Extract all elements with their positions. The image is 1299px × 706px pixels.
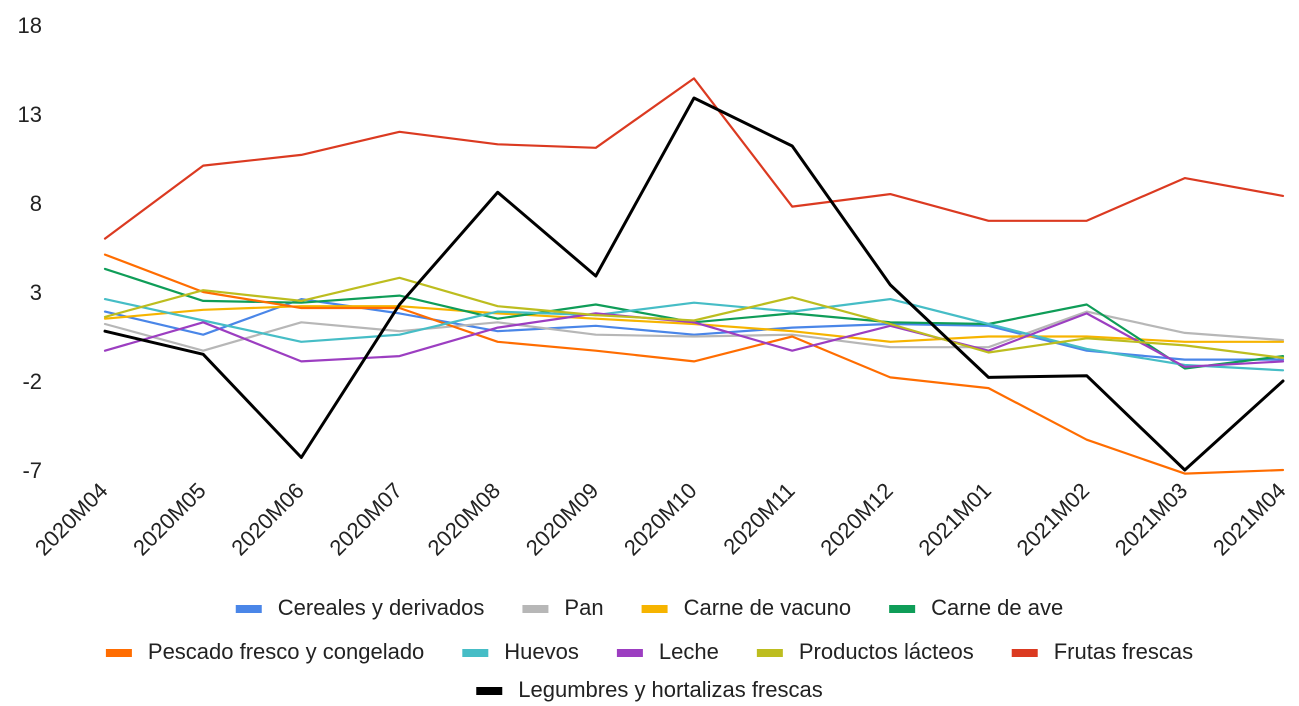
legend-swatch [235, 605, 262, 613]
series-line-9 [103, 77, 1285, 240]
y-tick-label: 18 [18, 13, 42, 38]
legend-item: Productos lácteos [756, 639, 974, 664]
series-line-8 [103, 276, 1285, 359]
x-tick-label: 2020M12 [815, 478, 898, 561]
x-tick-label: 2020M11 [718, 478, 799, 559]
legend-item: Legumbres y hortalizas frescas [476, 677, 823, 702]
series-line-3 [103, 305, 1285, 343]
x-tick-label: 2020M10 [619, 478, 702, 561]
legend-label: Pan [564, 595, 603, 620]
plot-area [103, 77, 1285, 475]
series-line-7 [103, 312, 1285, 368]
legend-item: Carne de vacuno [641, 595, 852, 620]
series-line-1 [103, 298, 1285, 361]
legend-label: Cereales y derivados [278, 595, 485, 620]
legend-item: Pescado fresco y congelado [105, 639, 424, 664]
x-tick-label: 2020M04 [30, 478, 113, 561]
series-line-5 [103, 253, 1285, 475]
x-tick-label: 2021M04 [1208, 478, 1291, 561]
y-tick-label: 8 [30, 191, 42, 216]
legend-item: Huevos [462, 639, 579, 664]
y-tick-label: -2 [22, 369, 42, 394]
series-line-6 [103, 298, 1285, 372]
legend-label: Carne de ave [931, 595, 1063, 620]
x-tick-label: 2021M03 [1110, 478, 1193, 561]
y-axis: 18 13 8 3 -2 -7 [18, 13, 42, 483]
x-tick-label: 2021M02 [1012, 478, 1095, 561]
legend-swatch [476, 687, 503, 695]
x-tick-label: 2020M06 [226, 478, 309, 561]
legend-label: Huevos [504, 639, 579, 664]
legend-swatch [616, 649, 643, 657]
x-tick-label: 2020M05 [128, 478, 211, 561]
legend-swatch [522, 605, 549, 613]
legend-item: Carne de ave [889, 595, 1063, 620]
series-line-10 [103, 96, 1285, 472]
legend-item: Pan [522, 595, 604, 620]
legend-swatch [641, 605, 668, 613]
legend-label: Productos lácteos [799, 639, 974, 664]
x-tick-label: 2020M08 [423, 478, 506, 561]
legend-swatch [105, 649, 132, 657]
legend-label: Carne de vacuno [684, 595, 852, 620]
legend-item: Frutas frescas [1011, 639, 1193, 664]
legend-swatch [1011, 649, 1038, 657]
y-tick-label: 3 [30, 280, 42, 305]
legend-swatch [889, 605, 916, 613]
x-axis: 2020M04 2020M05 2020M06 2020M07 2020M08 2020M… [30, 478, 1291, 561]
x-tick-label: 2020M09 [521, 478, 604, 561]
legend: Cereales y derivados Pan Carne de vacuno Ca… [105, 595, 1193, 702]
legend-swatch [462, 649, 489, 657]
series-line-2 [103, 310, 1285, 352]
legend-label: Leche [659, 639, 719, 664]
x-tick-label: 2020M07 [324, 478, 407, 561]
y-tick-label: 13 [18, 102, 42, 127]
legend-label: Pescado fresco y congelado [148, 639, 424, 664]
legend-item: Leche [616, 639, 719, 664]
legend-label: Legumbres y hortalizas frescas [518, 677, 822, 702]
legend-item: Cereales y derivados [235, 595, 485, 620]
legend-label: Frutas frescas [1054, 639, 1193, 664]
x-tick-label: 2021M01 [913, 478, 996, 561]
legend-swatch [756, 649, 783, 657]
y-tick-label: -7 [22, 458, 42, 483]
